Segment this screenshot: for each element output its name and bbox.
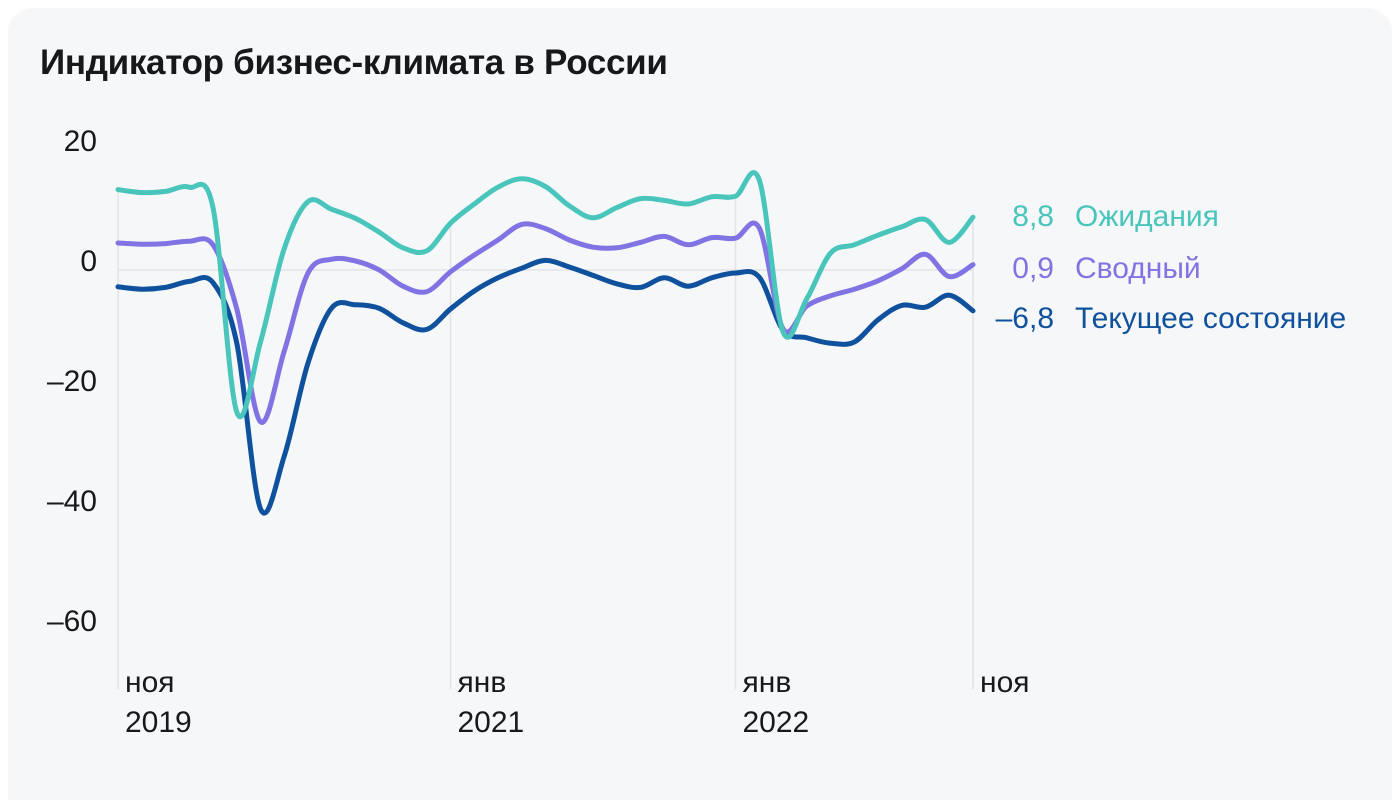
y-axis-label: 20	[64, 125, 97, 158]
y-axis-label: –40	[47, 485, 97, 518]
x-axis-year-label: 2021	[458, 706, 525, 739]
y-axis-label: –60	[47, 605, 97, 638]
y-axis-label: 0	[80, 245, 97, 278]
chart-title: Индикатор бизнес-климата в России	[40, 43, 668, 82]
x-axis-month-label: янв	[458, 666, 507, 699]
x-axis-month-label: ноя	[980, 666, 1030, 699]
series-line-tekushchee-sostoyanie	[115, 257, 976, 516]
x-axis-year-label: 2019	[125, 706, 192, 739]
series-line-ozhidaniya	[115, 170, 976, 419]
y-axis-label: –20	[47, 365, 97, 398]
chart-card	[8, 8, 1392, 800]
x-axis-year-label: 2022	[743, 706, 810, 739]
x-axis-month-label: ноя	[125, 666, 175, 699]
x-axis-month-label: янв	[743, 666, 792, 699]
series-line-svodnyy	[115, 220, 976, 425]
